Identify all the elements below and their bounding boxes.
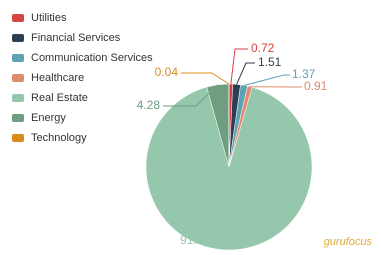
legend-label: Healthcare <box>31 72 84 84</box>
value-label: 0.91 <box>304 79 328 93</box>
legend-swatch <box>12 94 24 102</box>
leader-line <box>181 72 230 85</box>
leader-line <box>163 84 219 107</box>
legend-swatch <box>12 14 24 22</box>
legend-swatch <box>12 54 24 62</box>
legend-label: Communication Services <box>31 52 153 64</box>
value-label: 0.72 <box>251 41 275 55</box>
legend-swatch <box>12 34 24 42</box>
value-label: 0.04 <box>155 65 179 79</box>
watermark: gurufocus <box>324 236 373 248</box>
legend-swatch <box>12 114 24 122</box>
legend-label: Energy <box>31 112 66 124</box>
legend-label: Technology <box>31 132 87 144</box>
legend-swatch <box>12 74 24 82</box>
legend-label: Real Estate <box>31 92 88 104</box>
leader-line <box>236 62 255 85</box>
value-label: 4.28 <box>137 98 161 112</box>
leader-line <box>230 48 248 85</box>
value-label: 1.37 <box>292 67 316 81</box>
leader-line <box>243 74 290 86</box>
value-label: 91.16 <box>180 233 210 247</box>
value-label: 1.51 <box>258 55 282 69</box>
legend-swatch <box>12 134 24 142</box>
pie-slice <box>145 86 313 251</box>
legend-label: Financial Services <box>31 32 121 44</box>
legend-label: Utilities <box>31 12 67 24</box>
